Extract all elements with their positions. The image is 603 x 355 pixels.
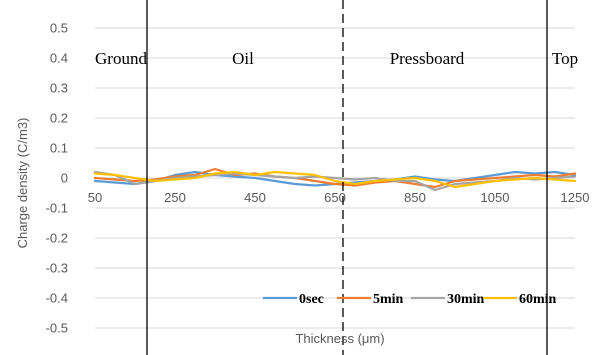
region-label: Ground: [95, 49, 147, 68]
data-series: [93, 167, 577, 192]
x-tick-label: 650: [324, 190, 346, 205]
legend-label: 5min: [373, 292, 404, 307]
region-boundaries: [146, 0, 548, 355]
region-label: Top: [552, 49, 578, 68]
x-tick-label: 1250: [561, 190, 590, 205]
legend-label: 60min: [519, 292, 557, 307]
y-tick-label: 0.5: [50, 21, 68, 36]
y-tick-label: 0: [61, 171, 68, 186]
series-line-5min: [93, 167, 577, 189]
region-labels: Ground Oil Pressboard Top: [95, 49, 578, 68]
x-tick-label: 1050: [481, 190, 510, 205]
region-label: Oil: [232, 49, 254, 68]
legend-label: 30min: [447, 292, 485, 307]
y-tick-label: -0.5: [46, 321, 68, 336]
y-tick-label: -0.3: [46, 261, 68, 276]
x-tick-label: 450: [244, 190, 266, 205]
y-tick-label: 0.2: [50, 111, 68, 126]
region-label: Pressboard: [390, 49, 465, 68]
legend: 0sec 5min 30min 60min: [263, 292, 557, 307]
x-tick-label: 50: [88, 190, 102, 205]
y-tick-label: 0.3: [50, 81, 68, 96]
series-line-60min: [93, 170, 577, 189]
legend-label: 0sec: [299, 292, 324, 307]
y-axis-ticks: 0.5 0.4 0.3 0.2 0.1 0 -0.1 -0.2 -0.3 -0.4 -0.5: [46, 21, 68, 336]
y-axis-title: Charge density (C/m3): [15, 118, 30, 249]
x-tick-label: 850: [404, 190, 426, 205]
x-axis-title: Thickness (μm): [295, 331, 384, 346]
y-tick-label: 0.4: [50, 51, 68, 66]
x-axis-ticks: 50 250 450 650 850 1050 1250: [88, 190, 590, 205]
x-tick-label: 250: [164, 190, 186, 205]
y-tick-label: -0.2: [46, 231, 68, 246]
y-tick-label: -0.1: [46, 201, 68, 216]
y-tick-label: 0.1: [50, 141, 68, 156]
y-tick-label: -0.4: [46, 291, 68, 306]
